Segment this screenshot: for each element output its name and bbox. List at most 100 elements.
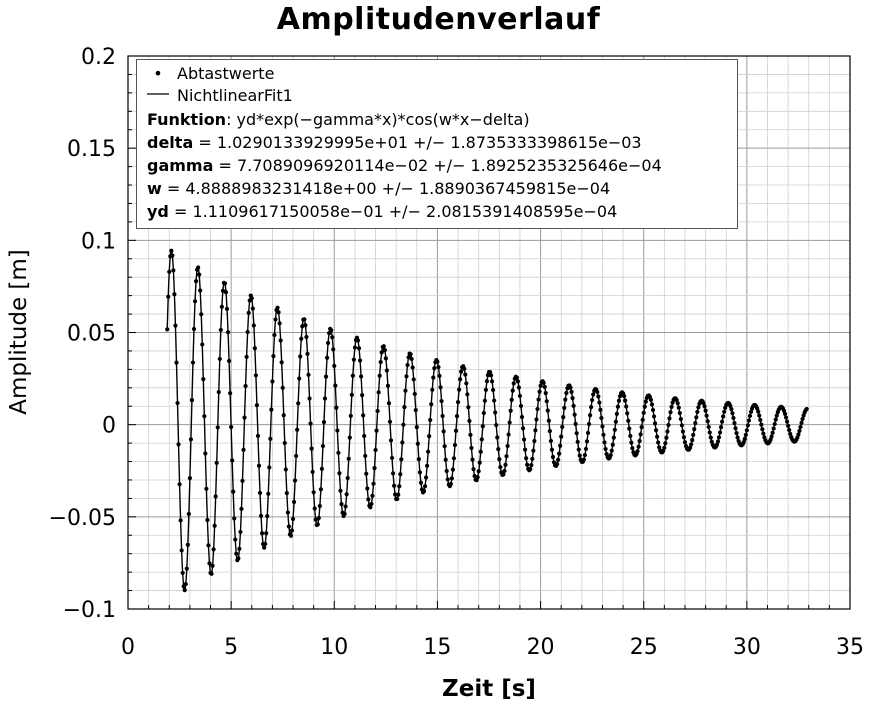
sample-point <box>182 588 187 593</box>
sample-point <box>409 356 414 362</box>
sample-point <box>692 427 697 432</box>
sample-point <box>657 445 662 450</box>
sample-point <box>296 401 301 406</box>
sample-point <box>342 511 347 516</box>
sample-point <box>718 425 724 430</box>
sample-point <box>280 385 285 390</box>
sample-point <box>332 363 337 368</box>
sample-point <box>516 385 522 390</box>
sample-point <box>573 421 578 427</box>
sample-point <box>364 471 369 476</box>
sample-point <box>209 571 214 576</box>
sample-point <box>312 506 317 511</box>
sample-point <box>804 406 809 412</box>
sample-point <box>510 388 515 393</box>
sample-point <box>204 486 209 491</box>
sample-point <box>282 440 287 446</box>
sample-point <box>532 438 537 444</box>
sample-point <box>456 387 462 392</box>
sample-point <box>196 265 201 270</box>
sample-point <box>272 332 277 338</box>
sample-point <box>452 442 458 448</box>
legend-entry-fit: NichtlinearFit1 <box>147 86 293 105</box>
sample-point <box>523 447 528 452</box>
sample-point <box>480 424 485 429</box>
sample-point <box>469 445 474 451</box>
x-tick-label: 10 <box>320 635 348 660</box>
sample-point <box>169 248 174 253</box>
sample-point <box>668 410 673 415</box>
sample-point <box>476 469 481 474</box>
sample-point <box>615 404 621 409</box>
sample-point <box>582 452 588 458</box>
sample-point <box>435 359 440 364</box>
function-key: Funktion <box>147 110 227 129</box>
sample-point <box>330 335 335 340</box>
sample-point <box>273 317 278 322</box>
sample-point <box>682 440 688 445</box>
sample-point <box>198 288 203 293</box>
sample-point <box>773 417 778 422</box>
sample-point <box>576 447 581 452</box>
sample-point <box>535 406 540 412</box>
sample-point <box>213 494 218 499</box>
sample-point <box>283 467 288 472</box>
sample-point <box>286 524 291 529</box>
sample-point <box>783 415 789 420</box>
sample-point <box>313 517 318 522</box>
sample-point <box>329 328 334 333</box>
sample-point <box>715 439 721 444</box>
sample-point <box>655 434 660 439</box>
sample-point <box>492 398 497 403</box>
sample-point <box>755 406 760 411</box>
sample-point <box>230 458 235 463</box>
sample-point <box>294 453 299 459</box>
sample-point <box>319 466 325 472</box>
sample-point <box>475 475 480 480</box>
sample-point <box>554 461 560 467</box>
sample-point <box>269 407 274 412</box>
sample-point <box>587 413 593 418</box>
sample-point <box>303 323 308 328</box>
sample-point <box>237 546 242 551</box>
sample-point <box>245 329 250 335</box>
series-fit-line <box>166 249 808 591</box>
sample-point <box>216 390 221 395</box>
sample-point <box>174 360 179 365</box>
sample-point <box>214 460 219 465</box>
sample-point <box>179 548 184 553</box>
sample-point <box>183 581 188 587</box>
sample-point <box>489 379 495 384</box>
sample-point <box>623 398 628 403</box>
sample-point <box>333 383 338 388</box>
sample-point <box>468 432 473 437</box>
sample-point <box>408 352 413 357</box>
x-tick-labels: 0 5 10 15 20 25 30 35 <box>121 635 864 660</box>
sample-point <box>466 405 471 410</box>
sample-point <box>177 482 182 487</box>
sample-point <box>470 457 475 462</box>
sample-point <box>449 476 454 481</box>
sample-point <box>285 510 290 515</box>
sample-point <box>760 427 765 432</box>
sample-point <box>451 456 457 461</box>
sample-point <box>421 489 427 494</box>
sample-point <box>568 385 573 390</box>
sample-point <box>696 405 701 410</box>
sample-point <box>742 436 747 441</box>
sample-point <box>704 413 709 418</box>
sample-point <box>703 408 708 413</box>
sample-point <box>228 391 233 396</box>
sample-point <box>444 468 449 474</box>
sample-point <box>608 453 613 458</box>
sample-point <box>610 442 615 447</box>
sample-point <box>453 428 459 433</box>
sample-point <box>757 413 762 418</box>
sample-point <box>316 515 321 521</box>
sample-point <box>205 517 210 523</box>
sample-point <box>560 424 565 430</box>
sample-point <box>219 304 224 309</box>
sample-point <box>772 421 777 427</box>
sample-point <box>265 514 270 519</box>
sample-point <box>521 437 527 442</box>
